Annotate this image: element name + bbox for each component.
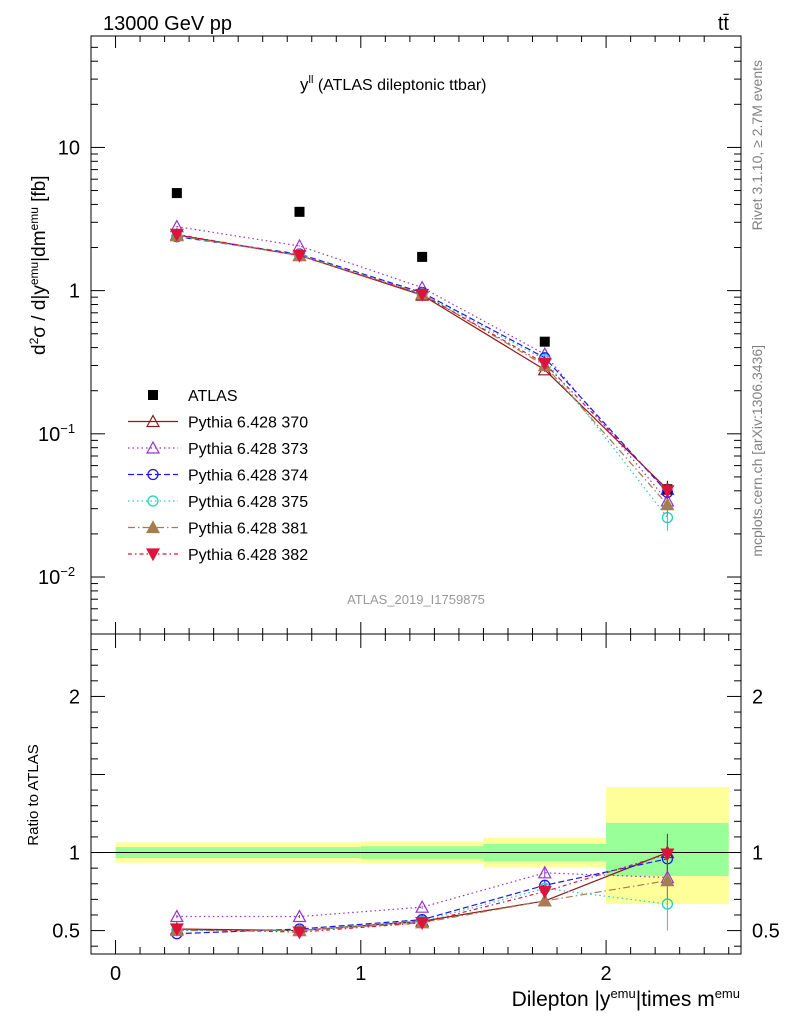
title-superscript: ll [309,74,314,86]
ratio-y-tick-label: 0.5 [52,921,80,943]
data-point [415,288,430,302]
legend: ATLAS Pythia 6.428 370 Pythia 6.428 373 Pyt… [128,388,308,564]
ratio-point [537,893,552,907]
ratio-ylabel: Ratio to ATLAS [25,744,42,845]
ratio-y-tick-label: 1 [69,843,80,865]
legend-entry-atlas: ATLAS [148,388,238,405]
title-text: (ATLAS dileptonic ttbar) [313,77,486,94]
watermark: ATLAS_2019_I1759875 [347,592,485,607]
legend-marker [147,495,159,507]
main-y-tick-label: 1 [69,281,80,303]
ratio-x-tick-label: 2 [601,963,612,985]
header-left: 13000 GeV pp [103,13,232,35]
ratio-xlabel: Dilepton |yemu|times memu [512,986,740,1011]
series-pythia-6-428-382 [169,228,675,500]
main-axes: 10 1 10−1 10−2 [38,35,741,635]
ratio-point [660,873,675,887]
ratio-line [176,880,668,932]
legend-label: Pythia 6.428 375 [188,494,308,511]
ratio-data-layer [91,786,741,940]
ratio-series-pythia-6-428-373 [169,858,675,923]
main-y-tick-label: 10−1 [38,421,75,446]
ratio-x-tick-label: 1 [355,963,366,985]
data-point [292,249,307,263]
data-point [294,206,305,217]
main-title: yll (ATLAS dileptonic ttbar) [300,74,487,94]
ratio-panel: 0.5 0.5 1 1 2 2 0 1 2 Ratio to ATLAS Dilepton |y… [25,633,780,1011]
ratio-point [292,926,307,940]
ratio-point [537,865,552,879]
main-ylabel: d2σ / d|yemu|dmemu [fb] [27,175,50,355]
legend-marker [148,390,158,400]
data-point [171,188,182,199]
data-point [537,357,552,371]
data-point [539,336,550,347]
main-data-layer [169,188,675,531]
legend-marker [145,414,161,428]
legend-marker [145,548,161,562]
data-point [169,228,184,242]
main-frame [90,35,742,635]
title-symbol: y [300,75,309,94]
legend-entry-pythia-6-428-375: Pythia 6.428 375 [128,494,308,511]
ratio-point [415,917,430,931]
ratio-point [415,899,430,913]
ratio-series-pythia-6-428-382 [169,835,675,940]
legend-label: Pythia 6.428 373 [188,441,308,458]
legend-label: ATLAS [188,388,238,405]
legend-marker [145,440,161,454]
legend-label: Pythia 6.428 381 [188,521,308,538]
ratio-point [169,923,184,937]
legend-entry-pythia-6-428-370: Pythia 6.428 370 [128,414,308,432]
series-pythia-6-428-375 [171,230,674,531]
legend-entry-pythia-6-428-373: Pythia 6.428 373 [128,440,308,458]
legend-marker [147,468,159,481]
ratio-point [169,909,184,923]
legend-label: Pythia 6.428 370 [188,415,308,432]
data-point [660,485,675,499]
ratio-point [660,848,675,862]
ratio-y-tick-label-right: 1 [752,843,763,865]
ratio-line [176,853,668,933]
data-point [417,251,428,262]
legend-marker [145,520,161,534]
ratio-axes: 0.5 0.5 1 1 2 2 0 1 2 [52,633,780,985]
series-line [176,226,668,502]
series-pythia-6-428-374 [171,231,674,501]
ratio-y-tick-label: 2 [69,686,80,708]
ratio-point [292,909,307,923]
header-right: tt̄ [718,13,730,35]
ratio-x-tick-label: 0 [110,963,121,985]
data-point [660,497,675,511]
rivet-label: Rivet 3.1.10, ≥ 2.7M events [749,60,765,230]
legend-entry-pythia-6-428-374: Pythia 6.428 374 [128,468,308,485]
main-y-tick-label: 10−2 [38,564,75,589]
ratio-frame [90,633,742,955]
main-y-tick-label: 10 [58,137,80,159]
mcplots-label: mcplots.cern.ch [arXiv:1306.3436] [749,345,765,557]
legend-entry-pythia-6-428-382: Pythia 6.428 382 [128,547,308,564]
legend-label: Pythia 6.428 382 [188,547,308,564]
main-panel: 10 1 10−1 10−2 yll (ATLAS dileptonic ttbar)… [27,35,742,635]
ratio-y-tick-label-right: 2 [752,686,763,708]
ratio-line [176,872,668,918]
legend-entry-pythia-6-428-381: Pythia 6.428 381 [128,520,308,538]
ratio-point [537,885,552,899]
series-line [176,235,668,506]
ratio-y-tick-label-right: 0.5 [752,921,780,943]
legend-label: Pythia 6.428 374 [188,468,308,485]
